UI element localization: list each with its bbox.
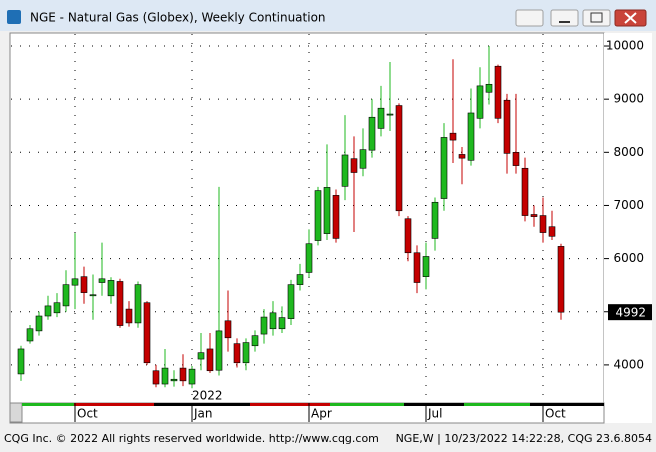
strip-segment bbox=[330, 403, 404, 406]
candle-body bbox=[431, 201, 439, 239]
candle-body bbox=[476, 85, 484, 119]
y-tick-label: 6000 bbox=[613, 251, 644, 265]
candle-body bbox=[116, 281, 124, 326]
x-tick-label: Apr bbox=[311, 407, 332, 421]
strip-segment bbox=[22, 403, 74, 406]
footer-right: NGE,W | 10/23/2022 14:22:28, CQG 23.6.80… bbox=[396, 432, 652, 445]
maximize-button[interactable] bbox=[582, 9, 611, 27]
y-tick-label: 8000 bbox=[613, 145, 644, 159]
candle-body bbox=[242, 342, 250, 364]
candle-body bbox=[395, 105, 403, 212]
strip-segment bbox=[530, 403, 604, 406]
last-price-label: 4992 bbox=[615, 306, 646, 320]
y-tick-label: 9000 bbox=[613, 92, 644, 106]
candle-body bbox=[494, 65, 502, 119]
candle-body bbox=[260, 316, 268, 335]
candle-body bbox=[530, 214, 538, 217]
strip-segment bbox=[154, 403, 250, 406]
candle-body bbox=[170, 378, 178, 382]
candle-body bbox=[17, 348, 25, 375]
candle-body bbox=[44, 305, 52, 317]
candle-body bbox=[53, 302, 61, 314]
candle-body bbox=[503, 99, 511, 154]
candle-body bbox=[314, 190, 322, 241]
candle-body bbox=[377, 107, 385, 129]
app-icon bbox=[7, 10, 21, 24]
candle-body bbox=[26, 328, 34, 342]
candle-body bbox=[359, 149, 367, 169]
candle-body bbox=[404, 218, 412, 254]
candle-body bbox=[548, 226, 556, 237]
session-strip bbox=[22, 403, 604, 406]
strip-segment bbox=[464, 403, 530, 406]
y-tick-label: 7000 bbox=[613, 198, 644, 212]
candle-body bbox=[62, 284, 70, 307]
strip-segment bbox=[404, 403, 464, 406]
candle-body bbox=[305, 243, 313, 273]
candle-body bbox=[152, 370, 160, 385]
candle-body bbox=[134, 284, 142, 324]
scroll-handle[interactable] bbox=[9, 402, 23, 423]
candle-body bbox=[206, 348, 214, 372]
candle-body bbox=[539, 215, 547, 233]
y-tick-label: 4000 bbox=[613, 357, 644, 371]
candle-body bbox=[80, 276, 88, 293]
x-tick-label: Oct bbox=[545, 407, 566, 421]
plot-area bbox=[9, 32, 605, 404]
candle-body bbox=[269, 312, 277, 330]
candle-body bbox=[413, 252, 421, 283]
price-axis bbox=[604, 33, 652, 423]
candle-body bbox=[422, 256, 430, 277]
candle-body bbox=[368, 116, 376, 151]
candle-body bbox=[197, 352, 205, 360]
maximize-icon bbox=[590, 12, 603, 23]
x-tick-label: Jan bbox=[193, 407, 213, 421]
candle-body bbox=[512, 152, 520, 166]
candle-body bbox=[143, 302, 151, 364]
candle-body bbox=[449, 132, 457, 141]
minimize-button[interactable] bbox=[550, 9, 579, 27]
title-bar bbox=[0, 0, 656, 31]
candle-body bbox=[71, 278, 79, 286]
candle-body bbox=[350, 158, 358, 173]
x-tick-label: Oct bbox=[77, 407, 98, 421]
candle-body bbox=[557, 246, 565, 313]
year-label: 2022 bbox=[192, 389, 223, 403]
candle-body bbox=[521, 167, 529, 216]
candle-body bbox=[332, 195, 340, 239]
candle-body bbox=[98, 278, 106, 283]
candle-body bbox=[296, 274, 304, 285]
candle-body bbox=[278, 317, 286, 330]
candle-body bbox=[125, 308, 133, 324]
candle-body bbox=[323, 187, 331, 234]
candle-body bbox=[458, 154, 466, 159]
candle-body bbox=[89, 294, 97, 297]
candle-body bbox=[341, 154, 349, 187]
candle-body bbox=[233, 343, 241, 364]
candle-body bbox=[251, 335, 259, 347]
candle-body bbox=[161, 367, 169, 385]
x-tick-label: Jul bbox=[427, 407, 442, 421]
candle-body bbox=[215, 330, 223, 371]
strip-segment bbox=[250, 403, 330, 406]
candle-body bbox=[467, 112, 475, 161]
candle-body bbox=[179, 367, 187, 382]
strip-segment bbox=[74, 403, 154, 406]
candle-body bbox=[35, 315, 43, 332]
candle-body bbox=[440, 137, 448, 199]
footer-left: CQG Inc. © 2022 All rights reserved worl… bbox=[4, 432, 379, 445]
candle-body bbox=[287, 284, 295, 319]
candle-body bbox=[485, 83, 493, 93]
candle-body bbox=[224, 320, 232, 339]
last-price-marker bbox=[608, 304, 652, 321]
candle-body bbox=[188, 368, 196, 385]
y-tick-label: 10000 bbox=[606, 39, 644, 53]
link-button[interactable] bbox=[515, 9, 544, 27]
close-icon bbox=[624, 12, 637, 24]
window-title: NGE - Natural Gas (Globex), Weekly Conti… bbox=[30, 11, 326, 25]
candle-body bbox=[386, 113, 394, 116]
candle-body bbox=[107, 280, 115, 297]
